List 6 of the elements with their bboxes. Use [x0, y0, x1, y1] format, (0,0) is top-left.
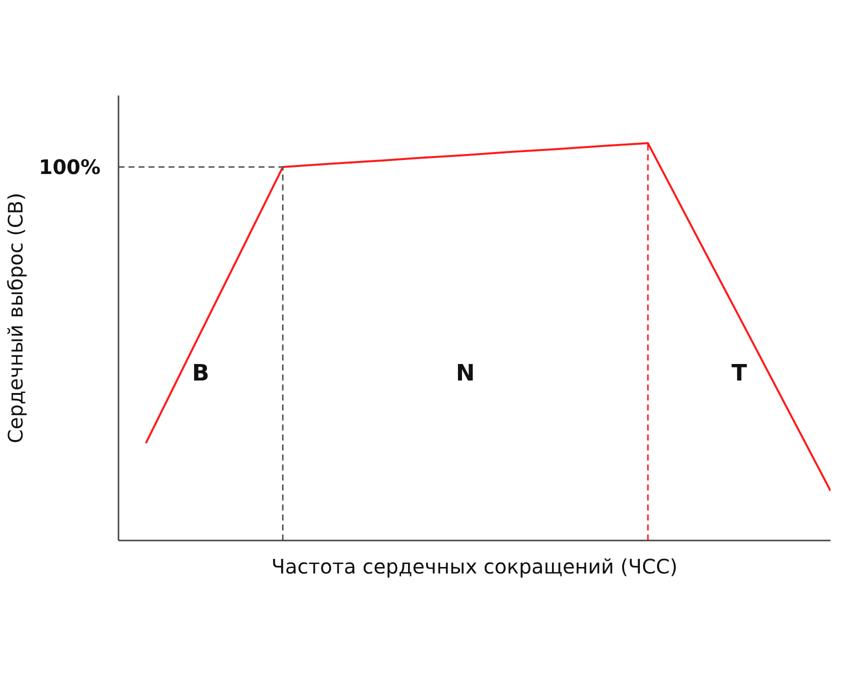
- x-axis-title: Частота сердечных сокращений (ЧСС): [271, 554, 678, 578]
- text: 100%: [38, 155, 101, 180]
- annotation: B: [192, 360, 210, 387]
- annotation: N: [456, 360, 475, 387]
- annotation: T: [731, 360, 748, 387]
- y-axis-title: Сердечный выброс (СВ): [4, 192, 28, 444]
